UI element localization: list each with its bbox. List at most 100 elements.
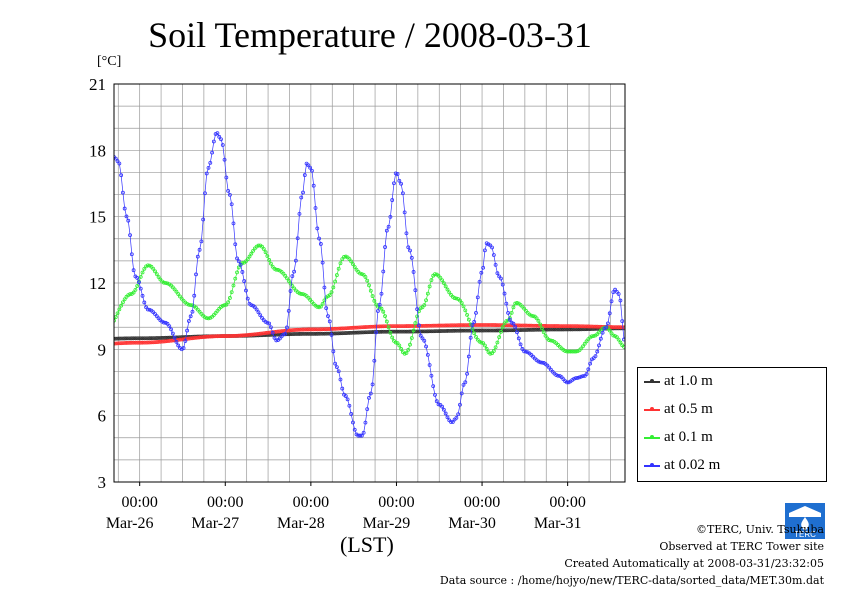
data-point	[573, 376, 578, 380]
data-point	[235, 256, 239, 261]
data-point	[445, 323, 450, 328]
data-point	[431, 384, 436, 389]
data-point	[131, 336, 136, 341]
data-point	[208, 334, 213, 339]
data-point	[443, 284, 448, 289]
data-point	[529, 313, 534, 318]
data-point	[507, 323, 512, 328]
data-point	[190, 309, 195, 314]
data-point	[201, 217, 206, 222]
data-point	[352, 325, 357, 330]
data-point	[233, 333, 238, 338]
data-point	[443, 323, 448, 328]
data-point	[500, 282, 505, 287]
data-point	[452, 328, 457, 333]
data-point	[614, 325, 619, 330]
data-point	[418, 329, 423, 334]
data-point	[493, 262, 498, 267]
series-1	[114, 323, 625, 346]
data-point	[156, 336, 161, 340]
data-point	[333, 326, 338, 331]
data-point	[474, 323, 478, 327]
data-point	[251, 332, 255, 337]
legend: at 1.0 m at 0.5 m at 0.1 m at 0.02 m	[637, 367, 827, 482]
data-point	[258, 331, 263, 336]
data-point	[440, 323, 445, 328]
data-point	[263, 331, 268, 335]
data-point	[267, 321, 272, 326]
data-point	[292, 328, 297, 332]
data-point	[342, 331, 346, 336]
data-point	[400, 329, 405, 334]
legend-swatch-05m	[644, 407, 660, 411]
data-point	[479, 323, 484, 327]
data-point	[466, 328, 471, 333]
data-point	[572, 324, 576, 329]
data-point	[351, 262, 355, 267]
data-point	[129, 336, 134, 341]
data-point	[140, 270, 145, 275]
data-point	[324, 327, 329, 332]
legend-swatch-01m	[644, 435, 660, 439]
data-point	[169, 338, 173, 343]
data-point	[338, 326, 343, 331]
data-point	[411, 324, 416, 328]
data-point	[552, 324, 557, 328]
data-point	[548, 324, 553, 328]
data-point	[329, 327, 334, 331]
data-point	[315, 327, 320, 332]
data-point	[129, 340, 134, 345]
data-point	[322, 331, 327, 336]
data-point	[395, 172, 400, 176]
data-point	[210, 150, 214, 155]
data-point	[477, 328, 482, 333]
data-point	[588, 327, 593, 331]
data-point	[115, 341, 120, 346]
data-point	[491, 349, 496, 353]
data-point	[345, 397, 350, 402]
data-point	[486, 323, 491, 327]
data-point	[247, 254, 252, 259]
data-point	[144, 336, 148, 341]
data-point	[343, 254, 348, 259]
data-point	[425, 323, 430, 328]
data-point	[327, 293, 332, 298]
data-point	[420, 305, 425, 310]
data-point	[233, 242, 238, 247]
data-point	[133, 340, 138, 345]
data-point	[420, 329, 425, 334]
data-point	[135, 284, 140, 288]
data-point	[395, 329, 400, 334]
data-point	[213, 334, 218, 339]
data-point	[145, 336, 150, 341]
data-point	[507, 317, 512, 322]
data-point	[488, 323, 493, 327]
data-point	[233, 276, 238, 281]
data-point	[388, 215, 393, 219]
data-point	[210, 334, 214, 339]
data-point	[483, 323, 487, 327]
data-point	[415, 307, 420, 312]
data-point	[285, 332, 289, 337]
data-point	[261, 247, 266, 251]
data-point	[486, 328, 491, 333]
data-point	[204, 316, 209, 321]
data-point	[518, 342, 523, 347]
data-point	[229, 334, 234, 338]
data-point	[251, 248, 255, 253]
data-point	[440, 404, 445, 409]
data-point	[324, 331, 329, 336]
data-point	[338, 261, 343, 266]
data-point	[368, 324, 373, 329]
data-point	[622, 344, 625, 349]
data-point	[411, 328, 416, 333]
data-point	[126, 218, 131, 223]
data-point	[411, 270, 416, 274]
data-point	[115, 159, 120, 163]
data-point	[215, 334, 220, 339]
data-point	[566, 349, 571, 354]
data-point	[301, 327, 305, 332]
data-point	[135, 340, 140, 345]
data-point	[616, 325, 621, 330]
data-point	[283, 331, 288, 336]
